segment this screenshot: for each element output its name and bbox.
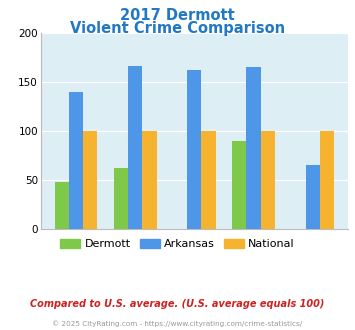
Text: © 2025 CityRating.com - https://www.cityrating.com/crime-statistics/: © 2025 CityRating.com - https://www.city… xyxy=(53,321,302,327)
Text: Violent Crime Comparison: Violent Crime Comparison xyxy=(70,21,285,36)
Bar xyxy=(246,67,261,229)
Bar xyxy=(187,70,201,229)
Bar xyxy=(83,131,97,229)
Bar xyxy=(55,182,69,229)
Bar xyxy=(142,131,157,229)
Bar xyxy=(69,92,83,229)
Bar xyxy=(306,165,320,229)
Bar xyxy=(201,131,215,229)
Legend: Dermott, Arkansas, National: Dermott, Arkansas, National xyxy=(56,234,299,253)
Bar xyxy=(261,131,275,229)
Bar xyxy=(114,169,128,229)
Text: Compared to U.S. average. (U.S. average equals 100): Compared to U.S. average. (U.S. average … xyxy=(30,299,325,309)
Bar xyxy=(232,141,246,229)
Bar xyxy=(128,66,142,229)
Bar xyxy=(320,131,334,229)
Text: 2017 Dermott: 2017 Dermott xyxy=(120,8,235,23)
